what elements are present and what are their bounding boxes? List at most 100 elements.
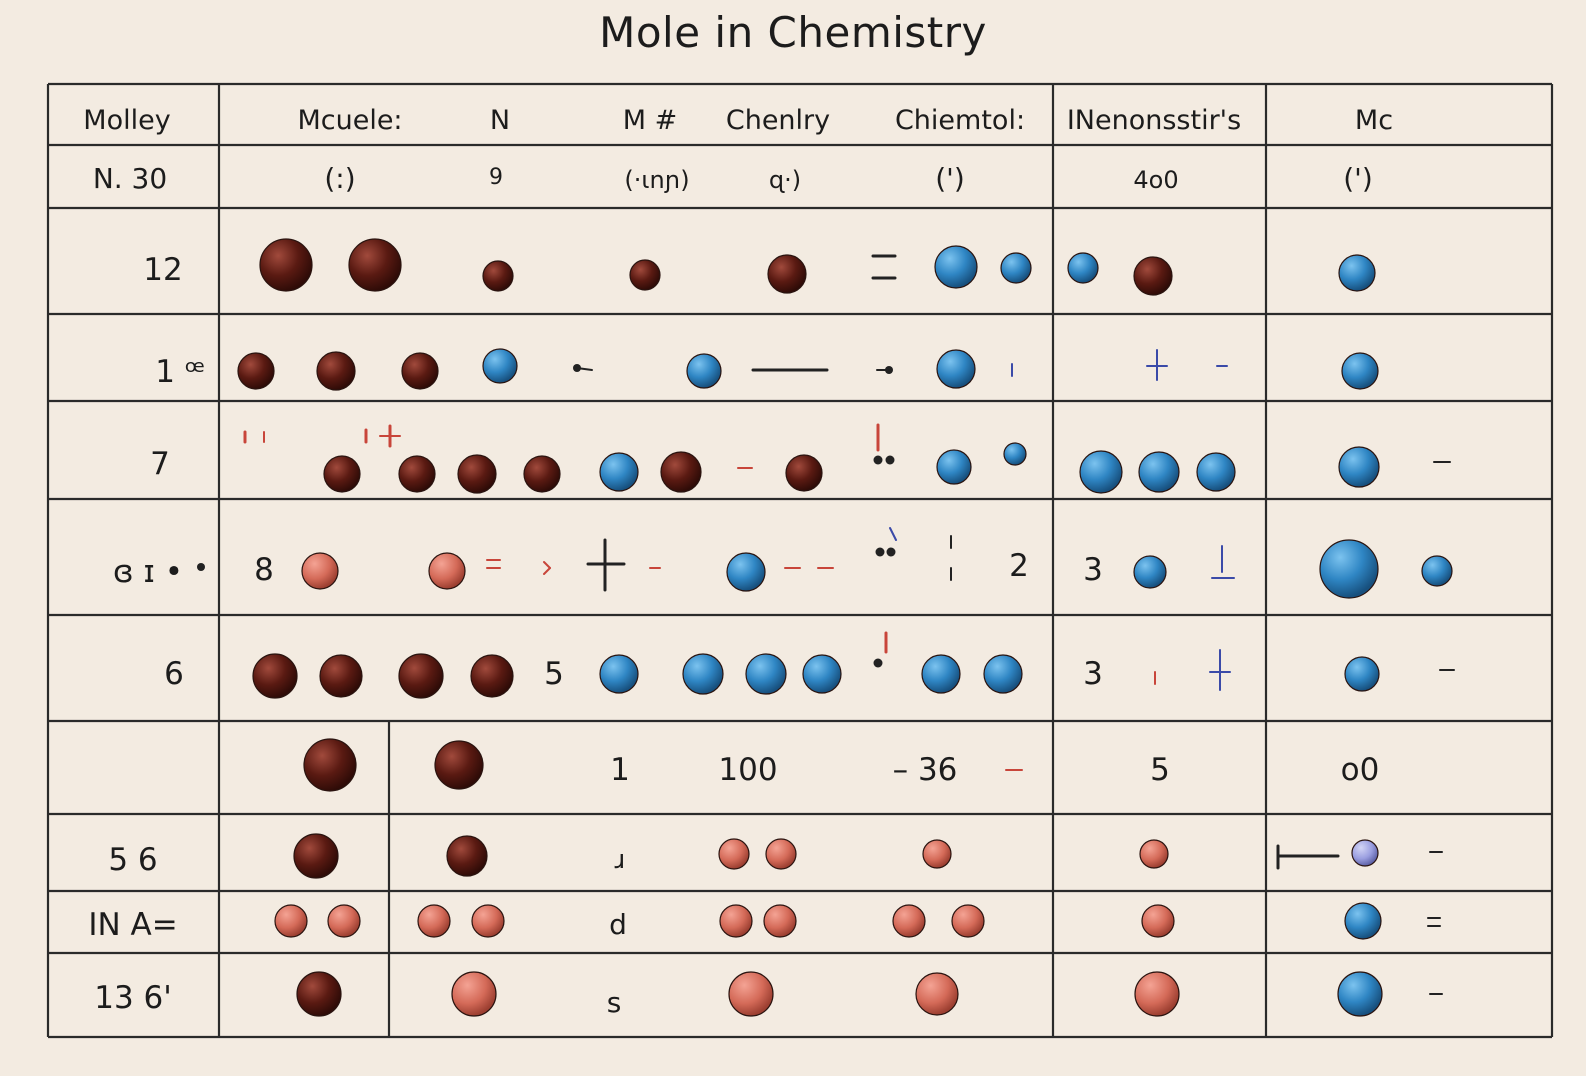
decorative-marks — [197, 254, 1455, 995]
salmon-sphere — [763, 904, 797, 938]
blue-sphere — [1338, 446, 1380, 488]
brown-sphere — [237, 352, 275, 390]
header-molley: Molley — [83, 105, 170, 136]
salmon-sphere — [915, 972, 959, 1016]
brown-sphere — [398, 455, 436, 493]
blue-sphere — [1344, 656, 1380, 692]
brown-sphere — [252, 653, 298, 699]
chart-title: Mole in Chemistry — [599, 8, 987, 57]
blue-sphere — [1000, 252, 1032, 284]
salmon-sphere — [718, 838, 750, 870]
brown-sphere — [629, 259, 661, 291]
blue-sphere — [686, 353, 722, 389]
cell-text: ɹ — [615, 845, 626, 875]
cell-text: 5 — [1150, 752, 1170, 788]
blue-sphere — [936, 449, 972, 485]
brown-sphere — [767, 254, 807, 294]
blue-sphere — [1196, 452, 1236, 492]
blue-sphere — [726, 552, 766, 592]
brown-sphere — [434, 740, 484, 790]
table-grid — [46, 82, 1554, 1039]
header-n: N — [490, 105, 510, 136]
brown-sphere — [296, 971, 342, 1017]
brown-sphere — [785, 454, 823, 492]
blue-sphere — [745, 653, 787, 695]
cell-text: – 36 — [893, 752, 958, 788]
brown-sphere — [319, 654, 363, 698]
header-m-hash: M # — [623, 105, 678, 136]
blue-sphere — [1138, 451, 1180, 493]
salmon-sphere — [471, 904, 505, 938]
salmon-sphere — [1134, 971, 1180, 1017]
salmon-sphere — [301, 552, 339, 590]
brown-sphere — [482, 260, 514, 292]
salmon-sphere — [1141, 904, 1175, 938]
row-label: ɞ ɪ • — [113, 554, 183, 590]
blue-sphere — [1337, 971, 1383, 1017]
salmon-sphere — [1139, 839, 1169, 869]
blue-sphere — [934, 245, 978, 289]
blue-sphere — [1341, 352, 1379, 390]
cell-text: 100 — [718, 752, 777, 788]
header-row-1: Molley Mcuele: N M # Chenlry Chiemtol: I… — [83, 105, 1393, 136]
brown-sphere — [446, 835, 488, 877]
blue-sphere — [936, 349, 976, 389]
cell-text: s — [607, 986, 622, 1019]
cell-text: 8 — [254, 552, 274, 588]
salmon-sphere — [327, 904, 361, 938]
cell-text: 5 — [544, 656, 564, 692]
subheader-units-1: (:) — [324, 162, 355, 195]
brown-sphere — [303, 738, 357, 792]
blue-sphere — [1338, 254, 1376, 292]
brown-sphere — [293, 833, 339, 879]
header-chiemtol: Chiemtol: — [895, 105, 1025, 136]
blue-sphere — [682, 653, 724, 695]
subheader-units-7: (') — [1343, 162, 1373, 195]
subheader-units-3: (·ɩnɲ) — [624, 166, 689, 194]
subheader-units-4: ɋ·) — [769, 166, 801, 194]
blue-sphere — [1003, 442, 1027, 466]
brown-sphere — [323, 455, 361, 493]
cell-texts: 8 2 3 5 3 1 100 – 36 5 o0 ɹ d s — [254, 548, 1379, 1019]
row-label: 1 ꟹ — [155, 354, 205, 390]
blue-sphere — [802, 654, 842, 694]
salmon-sphere — [719, 904, 753, 938]
header-inenonsstirs: INenonsstir's — [1067, 105, 1241, 136]
row-label: 7 — [150, 446, 170, 482]
subheader-units-5: (') — [935, 162, 965, 195]
brown-sphere — [1133, 256, 1173, 296]
row-label: 5 6 — [108, 842, 157, 878]
blue-sphere — [599, 654, 639, 694]
cell-text: 2 — [1009, 548, 1029, 584]
cell-text: 3 — [1083, 552, 1103, 588]
blue-sphere — [1319, 539, 1379, 599]
salmon-sphere — [951, 904, 985, 938]
spheres — [237, 238, 1453, 1017]
row-label: 12 — [143, 252, 182, 288]
salmon-sphere — [728, 971, 774, 1017]
brown-sphere — [660, 451, 702, 493]
blue-sphere — [1079, 450, 1123, 494]
salmon-sphere — [892, 904, 926, 938]
blue-sphere — [482, 348, 518, 384]
cell-text: d — [609, 908, 627, 941]
lavender-sphere — [1351, 839, 1379, 867]
salmon-sphere — [428, 552, 466, 590]
header-row-2: N. 30 (:) 9 (·ɩnɲ) ɋ·) (') 4o0 (') — [93, 162, 1373, 195]
header-chenlry: Chenlry — [726, 105, 830, 136]
blue-sphere — [983, 654, 1023, 694]
blue-sphere — [1067, 252, 1099, 284]
header-mcueles: Mcuele: — [297, 105, 402, 136]
brown-sphere — [523, 455, 561, 493]
brown-sphere — [348, 238, 402, 292]
salmon-sphere — [765, 838, 797, 870]
salmon-sphere — [274, 904, 308, 938]
row-label: IN A= — [88, 907, 177, 943]
brown-sphere — [259, 238, 313, 292]
salmon-sphere — [417, 904, 451, 938]
row-label: 13 6' — [94, 980, 172, 1016]
row-label: 6 — [164, 656, 184, 692]
brown-sphere — [401, 352, 439, 390]
salmon-sphere — [451, 971, 497, 1017]
